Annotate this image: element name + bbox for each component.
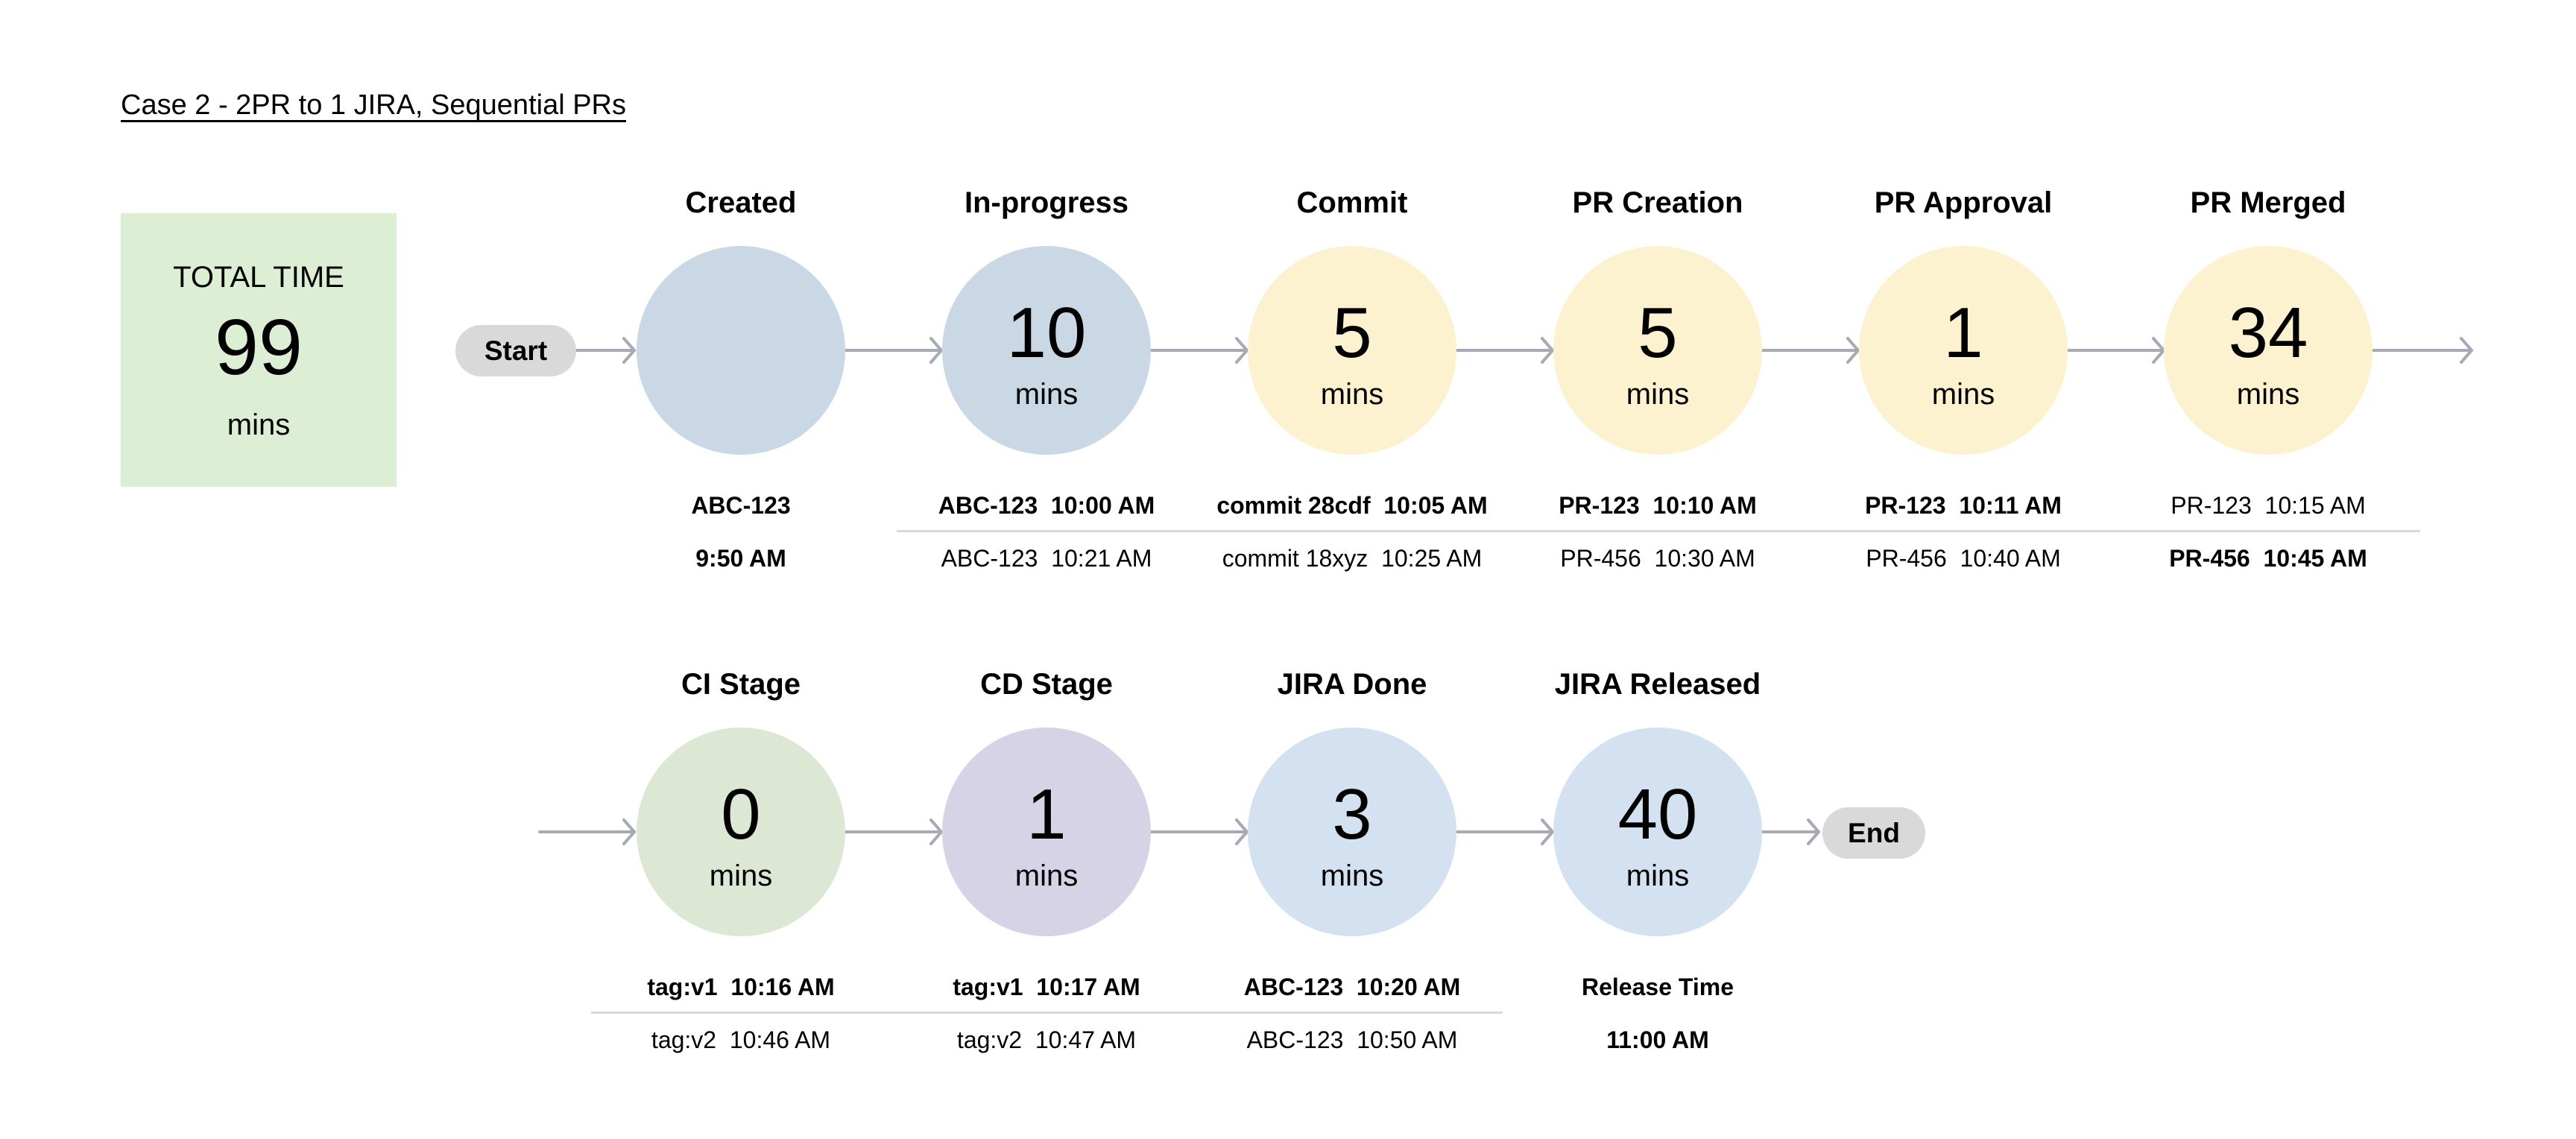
stage-event-1: PR-123 10:15 AM: [2171, 492, 2366, 519]
stage-event-1: ABC-123 10:00 AM: [938, 492, 1155, 519]
stage-circle: [637, 246, 845, 455]
stage-event-2: tag:v2 10:47 AM: [956, 1026, 1137, 1053]
stage-circle: 34 mins: [2164, 246, 2373, 455]
arrow: [844, 337, 944, 364]
stage-label: JIRA Done: [1277, 668, 1427, 701]
stage-pr-approval: PR Approval 1 mins PR-123 10:11 AM PR-45…: [1814, 0, 2112, 596]
stage-event-2: PR-456 10:30 AM: [1560, 545, 1755, 572]
start-node: Start: [455, 325, 576, 376]
arrow: [1761, 818, 1821, 845]
stage-event-1: ABC-123 10:20 AM: [1243, 974, 1461, 1000]
stage-circle: 5 mins: [1553, 246, 1762, 455]
stage-event-2: 11:00 AM: [1606, 1026, 1709, 1053]
stage-event-1: ABC-123: [691, 492, 791, 519]
total-time-value: 99: [215, 303, 303, 391]
stage-duration: 1: [1943, 293, 1983, 373]
row1-divider: [897, 530, 2420, 532]
stage-duration: 1: [1026, 774, 1067, 854]
page-title: Case 2 - 2PR to 1 JIRA, Sequential PRs: [121, 89, 626, 121]
stage-circle: 10 mins: [942, 246, 1151, 455]
arrow: [1149, 337, 1249, 364]
stage-in-progress: In-progress 10 mins ABC-123 10:00 AM ABC…: [897, 0, 1196, 596]
stage-duration: 3: [1332, 774, 1372, 854]
total-time-label: TOTAL TIME: [173, 261, 344, 294]
stage-circle: 1 mins: [1859, 246, 2068, 455]
stage-unit: mins: [1320, 378, 1384, 411]
stage-unit: mins: [1626, 859, 1690, 892]
arrow: [1149, 818, 1249, 845]
stage-event-1: PR-123 10:11 AM: [1865, 492, 2062, 519]
stage-unit: mins: [1014, 859, 1079, 892]
stage-label: Created: [685, 186, 797, 219]
stage-label: CD Stage: [980, 668, 1113, 701]
stage-circle: 3 mins: [1248, 728, 1456, 936]
stage-jira-done: JIRA Done 3 mins ABC-123 10:20 AM ABC-12…: [1203, 482, 1501, 1078]
stage-unit: mins: [2236, 378, 2300, 411]
stage-duration: 34: [2228, 293, 2308, 373]
stage-circle: 0 mins: [637, 728, 845, 936]
stage-event-1: tag:v1 10:16 AM: [647, 974, 835, 1000]
stage-event-1: tag:v1 10:17 AM: [953, 974, 1140, 1000]
arrow: [2371, 337, 2474, 364]
arrow: [1455, 337, 1555, 364]
stage-event-2: ABC-123 10:21 AM: [941, 545, 1152, 572]
stage-cd-stage: CD Stage 1 mins tag:v1 10:17 AM tag:v2 1…: [897, 482, 1196, 1078]
stage-unit: mins: [709, 859, 773, 892]
stage-event-1: PR-123 10:10 AM: [1559, 492, 1757, 519]
stage-circle: 40 mins: [1553, 728, 1762, 936]
stage-unit: mins: [1626, 378, 1690, 411]
stage-duration: 40: [1617, 774, 1698, 854]
stage-unit: mins: [1931, 378, 1995, 411]
stage-label: Commit: [1296, 186, 1408, 219]
stage-event-2: tag:v2 10:46 AM: [651, 1026, 831, 1053]
arrow: [575, 337, 637, 364]
stage-created: Created ABC-123 9:50 AM: [592, 0, 890, 596]
stage-circle: 5 mins: [1248, 246, 1456, 455]
stage-jira-released: JIRA Released 40 mins Release Time 11:00…: [1509, 482, 1807, 1078]
arrow: [1455, 818, 1555, 845]
stage-event-2: commit 18xyz 10:25 AM: [1222, 545, 1483, 572]
stage-label: In-progress: [964, 186, 1129, 219]
stage-commit: Commit 5 mins commit 28cdf 10:05 AM comm…: [1203, 0, 1501, 596]
stage-duration: 5: [1638, 293, 1678, 373]
stage-event-2: PR-456 10:40 AM: [1866, 545, 2061, 572]
stage-event-2: ABC-123 10:50 AM: [1246, 1026, 1458, 1053]
row2-divider: [591, 1012, 1503, 1014]
stage-event-1: Release Time: [1582, 974, 1734, 1000]
stage-label: PR Approval: [1874, 186, 2053, 219]
stage-ci-stage: CI Stage 0 mins tag:v1 10:16 AM tag:v2 1…: [592, 482, 890, 1078]
stage-label: JIRA Released: [1554, 668, 1761, 701]
stage-unit: mins: [1320, 859, 1384, 892]
total-time-unit: mins: [227, 408, 291, 441]
arrow: [538, 818, 637, 845]
stage-label: PR Creation: [1572, 186, 1743, 219]
stage-circle: 1 mins: [942, 728, 1151, 936]
total-time-card: TOTAL TIME 99 mins: [121, 213, 397, 487]
stage-unit: mins: [1014, 378, 1079, 411]
stage-pr-merged: PR Merged 34 mins PR-123 10:15 AM PR-456…: [2119, 0, 2417, 596]
arrow: [1761, 337, 1860, 364]
stage-duration: 5: [1332, 293, 1372, 373]
stage-pr-creation: PR Creation 5 mins PR-123 10:10 AM PR-45…: [1509, 0, 1807, 596]
stage-event-2: 9:50 AM: [695, 545, 786, 572]
stage-duration: 0: [721, 774, 761, 854]
stage-event-1: commit 28cdf 10:05 AM: [1216, 492, 1488, 519]
stage-duration: 10: [1006, 293, 1087, 373]
arrow: [844, 818, 944, 845]
stage-label: CI Stage: [681, 668, 801, 701]
end-node: End: [1822, 807, 1925, 859]
stage-event-2: PR-456 10:45 AM: [2169, 545, 2367, 572]
stage-label: PR Merged: [2190, 186, 2346, 219]
